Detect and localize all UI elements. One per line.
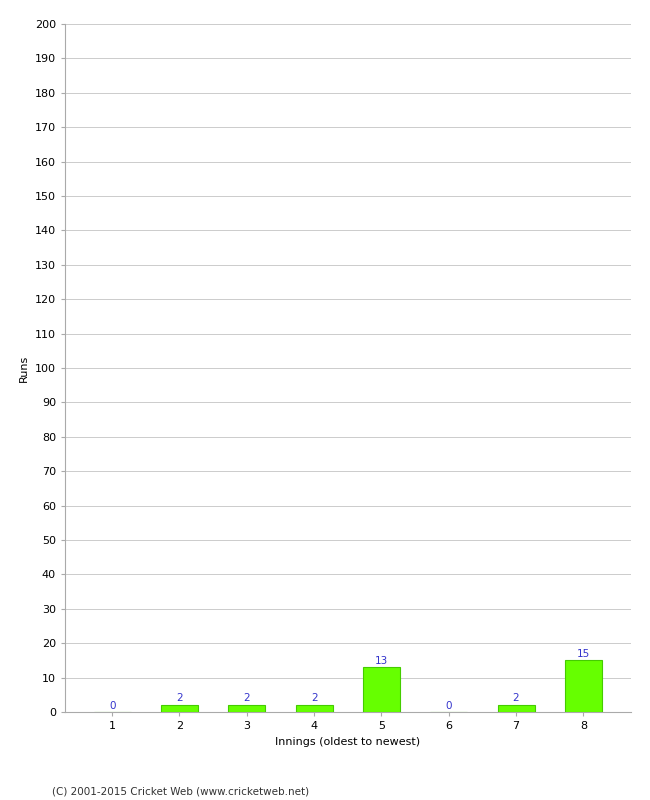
Text: 0: 0 — [445, 701, 452, 710]
Bar — [296, 705, 333, 712]
Bar — [228, 705, 265, 712]
Bar — [161, 705, 198, 712]
Y-axis label: Runs: Runs — [20, 354, 29, 382]
Bar — [497, 705, 534, 712]
Text: (C) 2001-2015 Cricket Web (www.cricketweb.net): (C) 2001-2015 Cricket Web (www.cricketwe… — [52, 786, 309, 796]
Text: 2: 2 — [311, 694, 317, 703]
Bar — [565, 661, 602, 712]
Text: 2: 2 — [244, 694, 250, 703]
Bar — [363, 667, 400, 712]
Text: 13: 13 — [375, 655, 388, 666]
Text: 0: 0 — [109, 701, 116, 710]
Text: 15: 15 — [577, 649, 590, 658]
Text: 2: 2 — [513, 694, 519, 703]
X-axis label: Innings (oldest to newest): Innings (oldest to newest) — [275, 737, 421, 746]
Text: 2: 2 — [176, 694, 183, 703]
